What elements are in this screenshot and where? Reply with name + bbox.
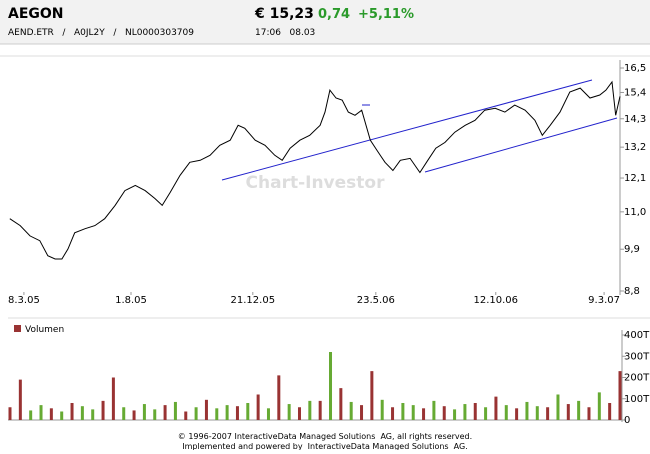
volume-bar bbox=[153, 409, 157, 420]
volume-bar bbox=[360, 405, 364, 420]
volume-bar bbox=[391, 407, 395, 420]
volume-bar bbox=[132, 410, 136, 420]
volume-bar bbox=[101, 400, 105, 420]
volume-bar bbox=[525, 401, 529, 420]
volume-bar bbox=[277, 375, 281, 420]
volume-bar bbox=[370, 371, 374, 420]
y-tick-label: 13,2 bbox=[624, 142, 646, 153]
volume-bar bbox=[266, 408, 270, 420]
volume-bar bbox=[546, 407, 550, 420]
volume-bar bbox=[70, 403, 74, 420]
volume-bar bbox=[597, 392, 601, 420]
volume-bar bbox=[380, 399, 384, 420]
y-tick-label: 300T bbox=[624, 351, 650, 362]
trend-line bbox=[424, 117, 618, 173]
volume-bar bbox=[401, 403, 405, 420]
volume-bar bbox=[504, 405, 508, 420]
volume-bar bbox=[587, 407, 591, 420]
y-tick-label: 16,5 bbox=[624, 63, 646, 74]
footer: © 1996-2007 InteractiveData Managed Solu… bbox=[178, 432, 472, 441]
volume-bar bbox=[349, 401, 353, 420]
volume-bar bbox=[256, 394, 260, 420]
time: 17:06 08.03 bbox=[255, 28, 315, 38]
volume-bar bbox=[111, 377, 115, 420]
volume-bar bbox=[215, 408, 219, 420]
y-tick-label: 100T bbox=[624, 394, 650, 405]
volume-bar bbox=[463, 404, 467, 420]
legend-label: Volumen bbox=[25, 325, 64, 335]
x-tick-label: 12.10.06 bbox=[473, 295, 518, 306]
volume-bar bbox=[163, 405, 167, 420]
volume-bar bbox=[515, 408, 519, 420]
watermark: Chart-Investor bbox=[246, 173, 386, 193]
x-tick-label: 1.8.05 bbox=[115, 295, 147, 306]
y-tick-label: 0 bbox=[624, 415, 630, 426]
volume-bar bbox=[194, 407, 198, 420]
price: € 15,23 bbox=[254, 6, 314, 22]
volume-bar bbox=[339, 388, 343, 420]
volume-bar bbox=[235, 406, 239, 420]
volume-bar bbox=[8, 407, 12, 420]
x-tick-label: 9.3.07 bbox=[588, 295, 620, 306]
y-tick-label: 8,8 bbox=[624, 286, 640, 297]
volume-bar bbox=[577, 400, 581, 420]
volume-bar bbox=[60, 411, 64, 420]
volume-bar bbox=[411, 405, 415, 420]
volume-bar bbox=[432, 400, 436, 420]
volume-bar bbox=[329, 352, 333, 420]
volume-bar bbox=[484, 407, 488, 420]
stock-name: AEGON bbox=[8, 6, 64, 22]
y-tick-label: 9,9 bbox=[624, 244, 640, 255]
volume-bar bbox=[246, 403, 250, 420]
volume-bar bbox=[422, 408, 426, 420]
change-pct: +5,11% bbox=[358, 7, 414, 22]
volume-bar bbox=[91, 409, 95, 420]
volume-bar bbox=[297, 407, 301, 420]
volume-bar bbox=[608, 403, 612, 420]
volume-bar bbox=[29, 410, 33, 420]
volume-bar bbox=[122, 407, 126, 420]
y-tick-label: 400T bbox=[624, 330, 650, 341]
x-tick-label: 8.3.05 bbox=[8, 295, 40, 306]
volume-bar bbox=[204, 399, 208, 420]
volume-bar bbox=[308, 400, 312, 420]
volume-bar bbox=[49, 408, 53, 420]
volume-bar bbox=[184, 411, 188, 420]
volume-bar bbox=[287, 404, 291, 420]
trend-line bbox=[221, 79, 593, 181]
volume-bar bbox=[225, 405, 229, 420]
volume-bar bbox=[453, 409, 457, 420]
y-tick-label: 14,3 bbox=[624, 114, 646, 125]
volume-bar bbox=[80, 406, 84, 420]
volume-bar bbox=[618, 371, 622, 420]
x-tick-label: 23.5.06 bbox=[357, 295, 395, 306]
y-tick-label: 15,4 bbox=[624, 87, 646, 98]
volume-bar bbox=[173, 401, 177, 420]
volume-bar bbox=[473, 403, 477, 420]
x-tick-label: 21.12.05 bbox=[231, 295, 276, 306]
legend-swatch bbox=[14, 325, 21, 332]
price-line bbox=[9, 80, 621, 260]
header-bg bbox=[0, 0, 650, 44]
volume-bar bbox=[18, 379, 22, 420]
volume-bar bbox=[535, 406, 539, 420]
ids: AEND.ETR / A0JL2Y / NL0000303709 bbox=[8, 28, 194, 38]
y-tick-label: 12,1 bbox=[624, 173, 646, 184]
volume-bar bbox=[494, 396, 498, 420]
y-tick-label: 200T bbox=[624, 373, 650, 384]
volume-bar bbox=[318, 400, 322, 420]
footer: Implemented and powered by InteractiveDa… bbox=[182, 442, 467, 450]
change: 0,74 bbox=[318, 7, 350, 22]
y-tick-label: 11,0 bbox=[624, 207, 646, 218]
volume-bar bbox=[556, 394, 560, 420]
volume-bar bbox=[39, 405, 43, 420]
volume-bar bbox=[566, 404, 570, 420]
volume-bar bbox=[442, 406, 446, 420]
volume-bar bbox=[142, 404, 146, 420]
